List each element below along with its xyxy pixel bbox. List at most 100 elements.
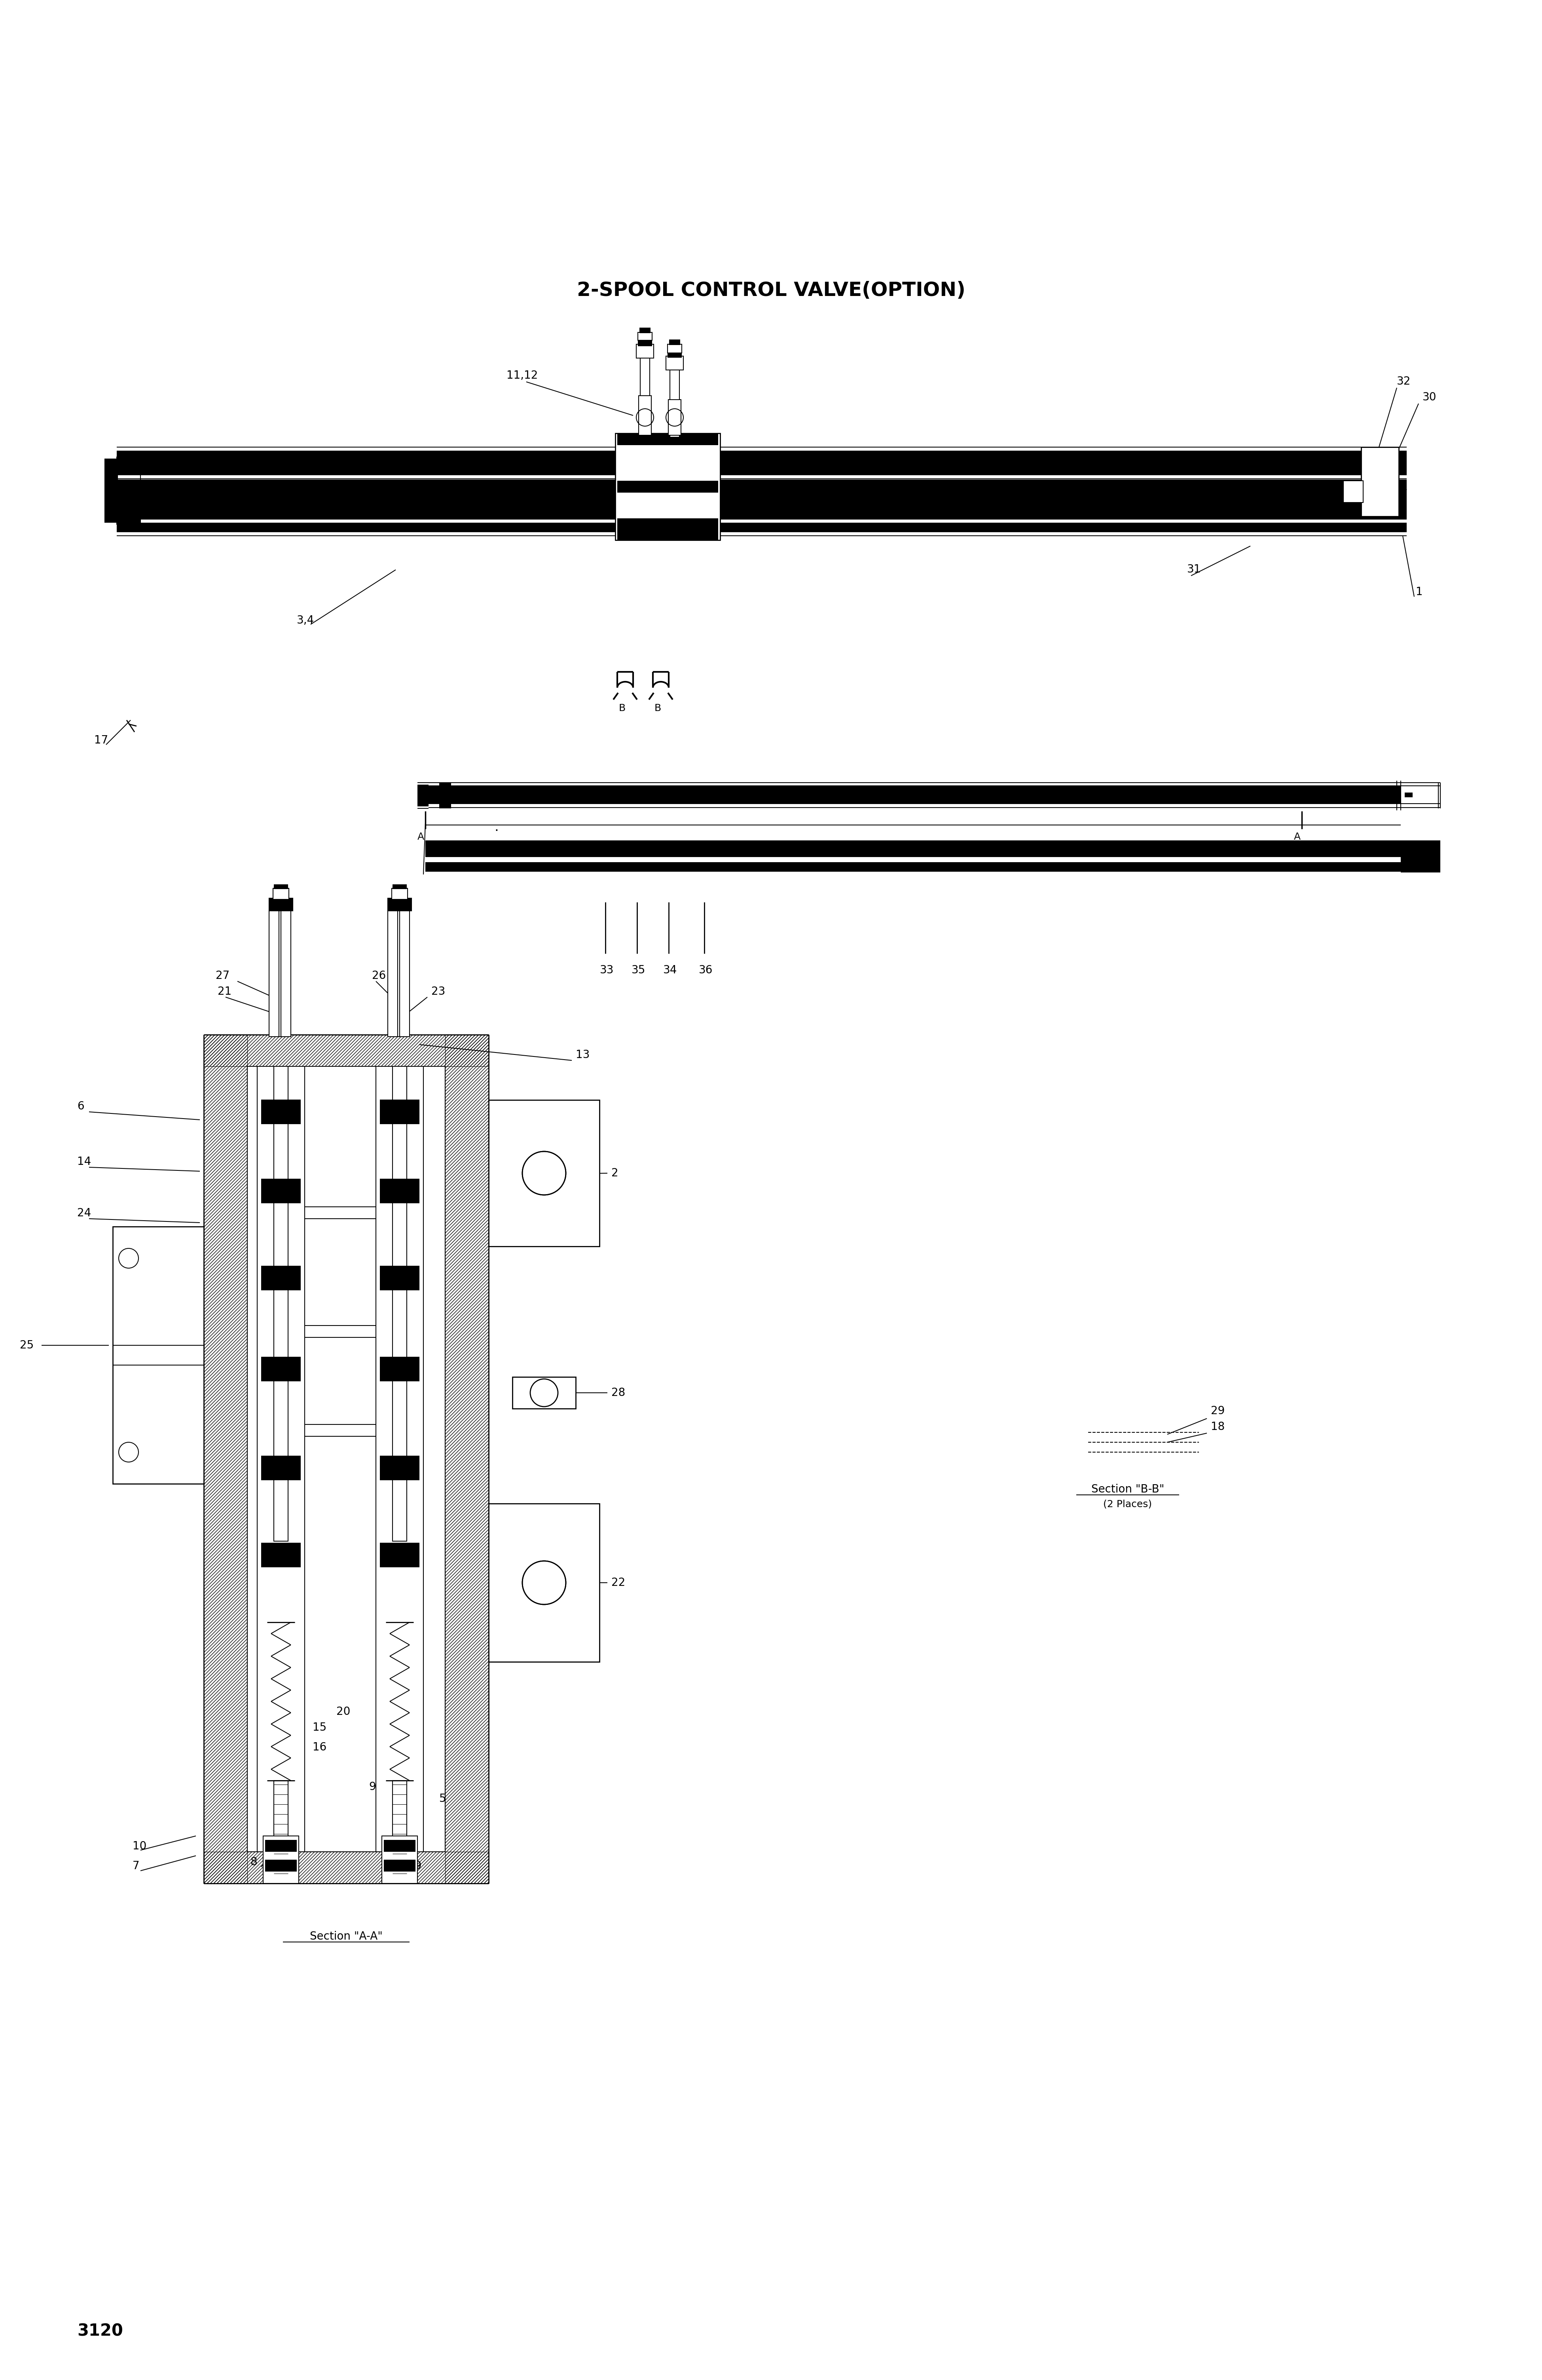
Bar	[1365, 464, 1394, 497]
Text: (2 Places): (2 Places)	[1103, 1499, 1152, 1509]
Text: 6: 6	[77, 1102, 85, 1111]
Text: 34: 34	[663, 964, 677, 976]
Text: Section "A-A": Section "A-A"	[310, 1930, 382, 1942]
Bar	[489, 1100, 600, 1247]
Bar	[418, 785, 429, 807]
Text: B: B	[618, 704, 625, 714]
Text: 5: 5	[439, 1792, 446, 1804]
Bar	[668, 352, 682, 357]
Bar	[261, 1178, 301, 1202]
Bar	[379, 1542, 419, 1566]
Bar	[512, 1378, 575, 1409]
Bar	[489, 1504, 600, 1661]
Bar	[715, 478, 1406, 490]
Text: 2-SPOOL CONTROL VALVE(OPTION): 2-SPOOL CONTROL VALVE(OPTION)	[577, 281, 965, 300]
Bar	[379, 1266, 419, 1290]
Text: 30: 30	[1422, 393, 1436, 402]
Text: 13: 13	[575, 1050, 589, 1061]
Bar	[281, 909, 291, 1038]
Bar	[1362, 447, 1399, 516]
Bar	[669, 369, 678, 438]
Bar	[204, 1852, 489, 1883]
Bar	[204, 1035, 247, 1883]
Bar	[113, 1226, 145, 1483]
Bar	[274, 909, 288, 1038]
Bar	[392, 909, 407, 1038]
Bar	[261, 1266, 301, 1290]
Bar	[117, 524, 617, 531]
Text: 11,12: 11,12	[506, 369, 538, 381]
Bar	[105, 459, 117, 521]
Text: A: A	[418, 833, 424, 843]
Text: 29: 29	[1210, 1407, 1224, 1416]
Bar	[274, 1066, 288, 1542]
Text: 3120: 3120	[77, 2323, 123, 2340]
Bar	[715, 524, 1406, 531]
Text: 17: 17	[94, 735, 108, 745]
Bar	[715, 452, 1406, 476]
Text: 23: 23	[432, 985, 446, 997]
Bar	[399, 909, 410, 1038]
Bar	[387, 897, 412, 912]
Bar	[638, 333, 652, 340]
Text: 21: 21	[217, 985, 231, 997]
Text: 31: 31	[1187, 564, 1201, 576]
Bar	[379, 1357, 419, 1380]
Bar	[268, 897, 293, 912]
Bar	[247, 1066, 446, 1852]
Bar	[387, 897, 412, 912]
Text: 27: 27	[216, 971, 230, 981]
Bar	[268, 909, 279, 1038]
Text: 18: 18	[1210, 1421, 1224, 1433]
Bar	[274, 1780, 288, 1880]
Bar	[265, 1840, 296, 1852]
Text: 26: 26	[372, 971, 386, 981]
Text: 7: 7	[133, 1861, 139, 1871]
Bar	[453, 790, 461, 800]
Text: 3,4: 3,4	[296, 614, 315, 626]
Text: 19: 19	[407, 1861, 421, 1871]
Bar	[426, 840, 1440, 857]
Bar	[382, 1835, 418, 1883]
Bar	[1343, 481, 1363, 502]
Bar	[668, 345, 682, 352]
Bar	[387, 909, 398, 1038]
Bar	[617, 481, 719, 493]
Text: 22: 22	[611, 1578, 625, 1587]
Bar	[204, 1035, 489, 1066]
Bar	[567, 1504, 600, 1661]
Bar	[384, 1859, 415, 1871]
Text: 1: 1	[1416, 585, 1422, 597]
Text: 8: 8	[250, 1856, 258, 1868]
Bar	[666, 357, 683, 369]
Bar	[379, 1457, 419, 1480]
Bar	[379, 1100, 419, 1123]
Bar	[567, 1100, 600, 1247]
Text: 15: 15	[313, 1723, 327, 1733]
Bar	[638, 395, 651, 436]
Bar	[265, 1859, 296, 1871]
Bar	[274, 885, 288, 890]
Bar	[268, 897, 293, 912]
Bar	[274, 909, 288, 1038]
Text: A: A	[1294, 833, 1300, 843]
Bar	[1400, 840, 1440, 873]
Bar	[264, 1835, 299, 1883]
Text: 35: 35	[631, 964, 646, 976]
Text: 24: 24	[77, 1207, 91, 1219]
Bar	[617, 433, 719, 445]
Bar	[615, 433, 720, 540]
Bar	[446, 1035, 489, 1883]
Bar	[261, 1542, 301, 1566]
Bar	[669, 340, 680, 345]
Bar	[273, 888, 288, 900]
Bar	[392, 909, 407, 1038]
Text: 20: 20	[336, 1706, 350, 1718]
Text: 16: 16	[313, 1742, 327, 1752]
Bar	[261, 1357, 301, 1380]
Bar	[117, 478, 617, 490]
Bar	[638, 340, 652, 345]
Bar	[117, 452, 617, 476]
Text: 25: 25	[20, 1340, 34, 1352]
Text: 2: 2	[611, 1169, 618, 1178]
